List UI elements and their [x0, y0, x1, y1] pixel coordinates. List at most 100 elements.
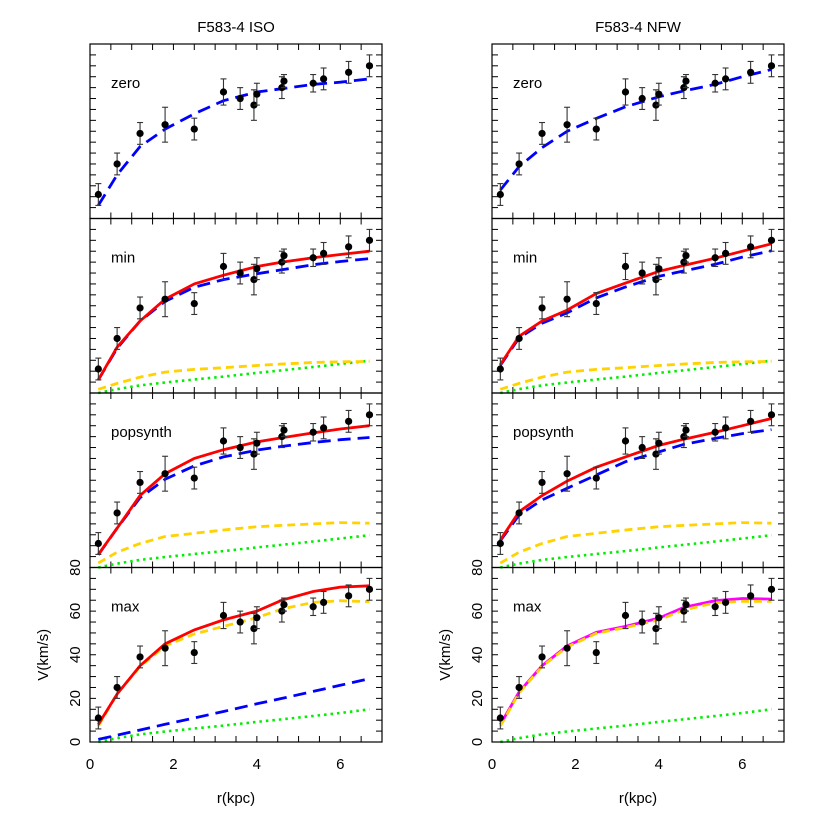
data-point [309, 422, 317, 442]
data-point [236, 87, 244, 110]
x-tick-label: 2 [169, 756, 177, 773]
data-marker [219, 262, 228, 271]
data-point [280, 422, 288, 438]
panel-popsynth: popsynth [89, 392, 383, 569]
data-point [496, 183, 504, 206]
panel-label: min [513, 250, 537, 267]
data-point [236, 261, 244, 285]
data-point [711, 248, 719, 268]
data-point [136, 470, 144, 494]
data-marker [711, 428, 719, 436]
data-marker [253, 265, 261, 273]
data-point [309, 248, 317, 268]
data-point [621, 427, 630, 455]
data-point [747, 409, 755, 433]
data-point [563, 281, 571, 318]
x-tick-label: 2 [571, 756, 579, 773]
model-curve-dashed [499, 599, 772, 727]
y-tick-label: 20 [67, 690, 84, 707]
panel-label: max [111, 599, 140, 616]
data-marker [711, 79, 719, 87]
data-point [345, 409, 353, 433]
data-point [767, 54, 776, 78]
x-tick-label: 6 [336, 756, 344, 773]
data-marker [496, 365, 504, 373]
panel-max: max 0 20 40 60 80 V(km/s) 0 2 4 6 r(kpc) [35, 559, 383, 807]
panel-frame [89, 43, 383, 220]
panel-zero: zero [491, 43, 785, 220]
panel-label: popsynth [513, 424, 574, 441]
data-marker [280, 251, 288, 260]
data-marker [161, 644, 169, 652]
model-curve-solid [97, 249, 370, 381]
data-marker [515, 683, 523, 692]
x-axis-label: r(kpc) [619, 790, 657, 807]
chart-title: F583-4 ISO [197, 19, 275, 36]
data-point [253, 82, 261, 106]
model-curve-long-dash [97, 677, 370, 741]
data-marker [161, 121, 169, 129]
data-marker [496, 714, 504, 722]
data-marker [767, 411, 776, 419]
data-marker [682, 426, 690, 434]
data-marker [136, 653, 144, 661]
data-marker [161, 470, 169, 478]
y-tick-label: 40 [67, 646, 84, 663]
data-point [767, 577, 776, 601]
data-point [747, 235, 755, 259]
data-marker [638, 618, 646, 626]
y-tick-label: 40 [469, 646, 486, 663]
data-marker [113, 160, 121, 168]
panel-frame [89, 566, 383, 743]
panel-label: min [111, 250, 135, 267]
data-point [113, 152, 121, 176]
data-point [113, 676, 121, 699]
data-marker [94, 539, 102, 548]
data-point [747, 60, 755, 84]
model-curve-long-dash [97, 77, 370, 207]
data-point [94, 532, 102, 555]
data-point [219, 427, 228, 455]
data-point [161, 455, 169, 492]
data-marker [309, 603, 317, 611]
data-marker [621, 262, 630, 271]
data-point [94, 357, 102, 381]
data-marker [655, 439, 663, 447]
data-point [538, 296, 546, 320]
data-marker [190, 648, 198, 657]
data-point [190, 641, 198, 665]
model-curve-long-dash [97, 436, 370, 556]
data-marker [253, 439, 261, 447]
data-point [592, 117, 600, 141]
data-point [722, 416, 730, 440]
data-point [563, 455, 571, 492]
data-marker [592, 125, 600, 133]
model-curve-dotted [98, 359, 370, 395]
data-marker [280, 426, 288, 434]
x-tick-label: 0 [488, 756, 496, 773]
data-marker [309, 79, 317, 87]
data-point [190, 466, 198, 490]
chart-0: F583-4 ISOzerominpopsynthmax020406080V(k… [35, 19, 383, 807]
data-marker [538, 478, 546, 487]
panel-frame [89, 217, 383, 394]
data-point [592, 292, 600, 316]
data-point [538, 470, 546, 494]
data-marker [320, 598, 328, 607]
data-point [655, 606, 663, 630]
data-point [621, 252, 630, 281]
data-marker [655, 265, 663, 273]
data-marker [592, 299, 600, 308]
data-marker [621, 611, 630, 620]
data-point [253, 606, 261, 630]
data-marker [94, 365, 102, 373]
data-marker [563, 644, 571, 652]
model-curve-solid [97, 424, 370, 556]
model-curve-dashed [97, 599, 370, 727]
data-marker [345, 417, 353, 425]
data-marker [638, 269, 646, 277]
data-point [638, 610, 646, 634]
data-marker [113, 334, 121, 343]
panel-frame [491, 43, 785, 220]
data-point [113, 501, 121, 525]
